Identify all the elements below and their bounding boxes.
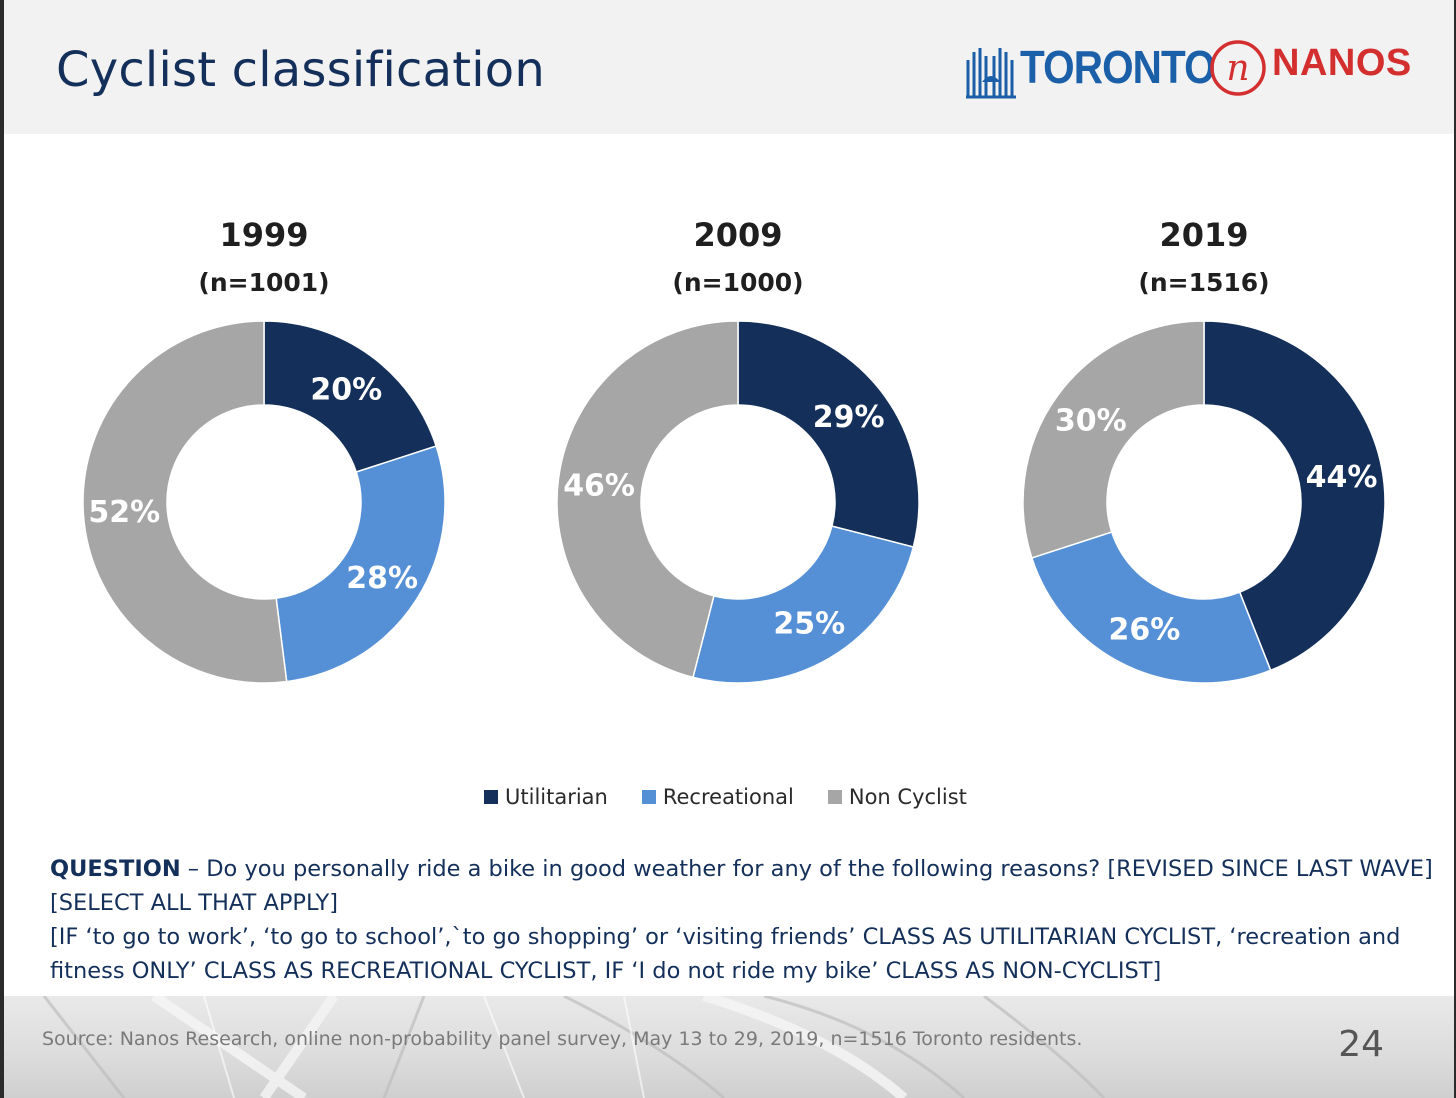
legend-label: Non Cyclist — [848, 785, 967, 809]
data-label-recreational: 25% — [773, 607, 845, 642]
legend-item-recreational: Recreational — [641, 785, 794, 809]
donut-chart-2019: 2019 (n=1516) 44% 26% 30% — [1004, 212, 1404, 692]
legend-item-utilitarian: Utilitarian — [484, 785, 608, 809]
legend-swatch-non-cyclist — [827, 790, 842, 804]
chart-year: 1999 — [219, 216, 309, 254]
donut-slice-utilitarian — [1203, 320, 1386, 672]
data-label-utilitarian: 20% — [310, 373, 382, 408]
donut-slice-non-cyclist — [1022, 320, 1205, 559]
nanos-mark-letter: n — [1226, 48, 1249, 89]
legend-item-non-cyclist: Non Cyclist — [827, 785, 967, 809]
question-label: QUESTION — [50, 856, 181, 882]
nanos-logo: n NANOS — [1208, 36, 1411, 100]
donut-svg: 29% 25% 46% — [556, 320, 920, 684]
chart-sample-size: (n=1516) — [1138, 268, 1270, 297]
page-number: 24 — [1338, 1024, 1384, 1065]
donut-slice-recreational — [1030, 531, 1272, 684]
slide-header: Cyclist classification TORONTO n NANOS — [4, 0, 1454, 134]
data-label-non-cyclist: 46% — [563, 468, 635, 503]
legend-swatch-recreational — [641, 790, 656, 804]
question-line-1: QUESTION – Do you personally ride a bike… — [50, 852, 1450, 920]
question-line-2: [IF ‘to go to work’, ‘to go to school’,`… — [50, 924, 1401, 984]
donut-chart-2009: 2009 (n=1000) 29% 25% 46% — [538, 212, 938, 692]
donut-chart-1999: 1999 (n=1001) 20% 28% 52% — [64, 212, 464, 692]
donut-slice-recreational — [692, 525, 915, 684]
slide-footer: Source: Nanos Research, online non-proba… — [4, 996, 1454, 1098]
legend-label: Utilitarian — [505, 785, 608, 809]
legend-label: Recreational — [662, 785, 794, 809]
data-label-non-cyclist: 30% — [1055, 404, 1127, 439]
nanos-mark-icon: n — [1210, 40, 1266, 96]
toronto-logo-text: TORONTO — [1020, 41, 1216, 93]
donut-slice-utilitarian — [263, 320, 438, 473]
window-frame-left — [0, 0, 4, 1098]
donut-slice-utilitarian — [737, 320, 920, 548]
slide-title: Cyclist classification — [56, 42, 545, 98]
donut-slice-recreational — [275, 445, 446, 683]
question-text: QUESTION – Do you personally ride a bike… — [50, 852, 1450, 988]
data-label-recreational: 26% — [1108, 613, 1180, 648]
chart-year: 2009 — [693, 216, 783, 254]
chart-sample-size: (n=1000) — [672, 268, 804, 297]
nanos-logo-text: NANOS — [1272, 42, 1412, 84]
data-label-utilitarian: 29% — [813, 400, 885, 435]
data-label-non-cyclist: 52% — [88, 495, 160, 530]
chart-year: 2019 — [1159, 216, 1249, 254]
data-label-utilitarian: 44% — [1306, 460, 1378, 495]
donut-slice-non-cyclist — [82, 320, 288, 684]
bicycle-wheel-background — [42, 996, 1106, 1098]
toronto-logo: TORONTO — [964, 38, 1216, 100]
chart-sample-size: (n=1001) — [198, 268, 330, 297]
donut-svg: 44% 26% 30% — [1022, 320, 1386, 684]
window-frame-right — [1454, 0, 1456, 1098]
question-body: – Do you personally ride a bike in good … — [50, 856, 1433, 916]
data-label-recreational: 28% — [346, 561, 418, 596]
donut-svg: 20% 28% 52% — [82, 320, 446, 684]
chart-legend: Utilitarian Recreational Non Cyclist — [484, 782, 967, 812]
source-note: Source: Nanos Research, online non-proba… — [42, 1028, 1083, 1050]
donut-slice-non-cyclist — [556, 320, 739, 679]
city-hall-icon — [966, 48, 1016, 99]
legend-swatch-utilitarian — [484, 790, 498, 804]
